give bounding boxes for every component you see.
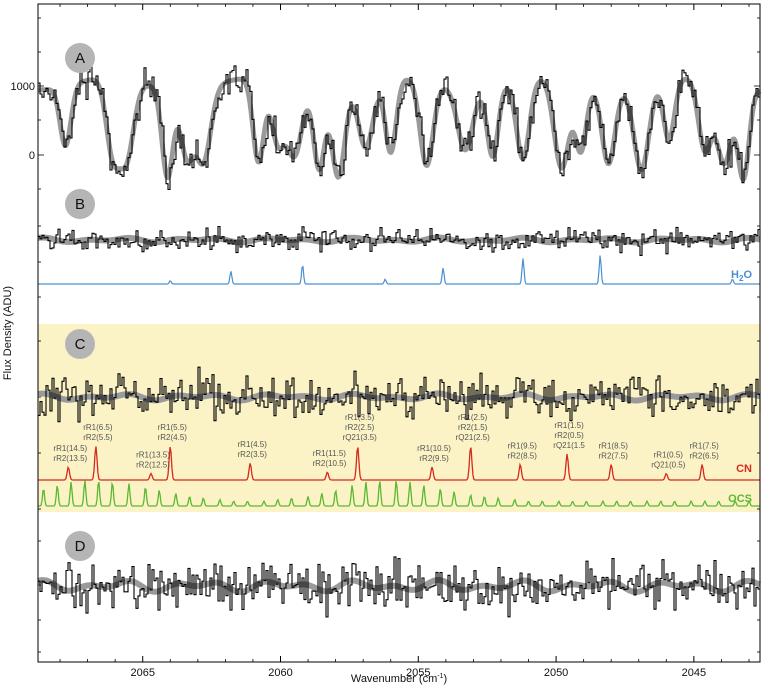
cn-line-label: rR1(14.5)	[53, 444, 87, 453]
h2o-label-sub: 2	[739, 274, 744, 283]
model-trace-b	[36, 234, 762, 246]
data-layer	[36, 65, 762, 618]
x-tick-label: 2050	[544, 667, 568, 679]
panel-badge	[65, 329, 95, 359]
cn-line-label: rR1(4.5)	[238, 440, 268, 449]
x-tick-label: 2060	[268, 667, 292, 679]
panel-badge-label: D	[75, 538, 86, 555]
cn-line-label: rR2(1.5)	[458, 423, 488, 432]
panel-badge-label: A	[75, 50, 85, 67]
panel-badge-label: B	[75, 196, 85, 213]
ocs-label: OCS	[728, 493, 752, 505]
cn-model-trace	[38, 446, 760, 481]
cn-line-label: rR1(2.5)	[458, 413, 488, 422]
cn-line-label: rR2(4.5)	[158, 433, 188, 442]
cn-line-label: rR2(9.5)	[419, 454, 449, 463]
y-tick-label: 0	[29, 150, 35, 162]
cn-line-label: rR1(7.5)	[689, 441, 719, 450]
cn-line-label: rR1(9.5)	[508, 441, 538, 450]
h2o-label: H2O	[731, 269, 752, 283]
observed-trace-d	[38, 556, 761, 618]
ocs-model-trace	[38, 480, 760, 507]
cn-line-label: rR1(0.5)	[654, 451, 684, 460]
cn-line-label: rR2(10.5)	[312, 459, 346, 468]
cn-line-label: rR1(3.5)	[345, 413, 375, 422]
plot-frame	[37, 3, 761, 663]
x-axis-title: Wavenumber (cm-1)	[351, 673, 447, 685]
cn-line-label: rR2(7.5)	[599, 451, 629, 460]
cn-line-label: rQ21(0.5)	[651, 461, 686, 470]
cn-line-label: rR2(0.5)	[554, 431, 584, 440]
observed-trace-c	[38, 366, 761, 423]
cn-line-label: rR2(3.5)	[238, 450, 268, 459]
h2o-label-o: O	[743, 269, 752, 281]
cn-line-label: rR2(2.5)	[345, 423, 375, 432]
cn-line-label: rQ21(3.5)	[343, 433, 378, 442]
cn-label: CN	[736, 463, 752, 475]
background-layer	[38, 4, 760, 662]
h2o-model-trace	[38, 255, 760, 285]
cn-line-label: rR1(8.5)	[599, 441, 629, 450]
y-axis-title: Flux Density (ADU)	[2, 286, 14, 380]
observed-trace-b	[38, 225, 761, 256]
h2o-label-h: H	[731, 269, 739, 281]
highlight-band	[38, 324, 760, 512]
cn-line-label: rR1(1.5)	[554, 421, 584, 430]
panel-badge	[65, 531, 95, 561]
label-layer: 2065 2060 2055 2050 2045 1000 0 A B H2O CrR1(14.5)…	[11, 43, 752, 679]
x-tick-label: 2065	[130, 667, 154, 679]
panel-badge	[65, 189, 95, 219]
panel-badge-label: C	[75, 336, 86, 353]
cn-line-label: rR1(11.5)	[313, 449, 347, 458]
cn-line-label: rR2(5.5)	[83, 433, 113, 442]
cn-line-label: rQ21(1.5	[553, 441, 585, 450]
y-tick-label: 1000	[11, 81, 35, 93]
cn-line-label: rQ21(2.5)	[456, 433, 491, 442]
x-tick-label: 2045	[682, 667, 706, 679]
x-tick-label: 2055	[406, 667, 430, 679]
panel-badge	[65, 43, 95, 73]
cn-line-label: rR2(6.5)	[689, 451, 719, 460]
cn-line-label: rR1(13.5)	[136, 451, 170, 460]
observed-trace-a	[38, 65, 761, 191]
cn-line-label: rR1(6.5)	[83, 423, 113, 432]
cn-line-label: rR2(12.5)	[136, 461, 170, 470]
cn-line-label: rR2(13.5)	[53, 454, 87, 463]
cn-line-label: rR1(10.5)	[417, 444, 451, 453]
cn-line-label: rR2(8.5)	[508, 451, 538, 460]
cn-line-label: rR1(5.5)	[158, 423, 188, 432]
